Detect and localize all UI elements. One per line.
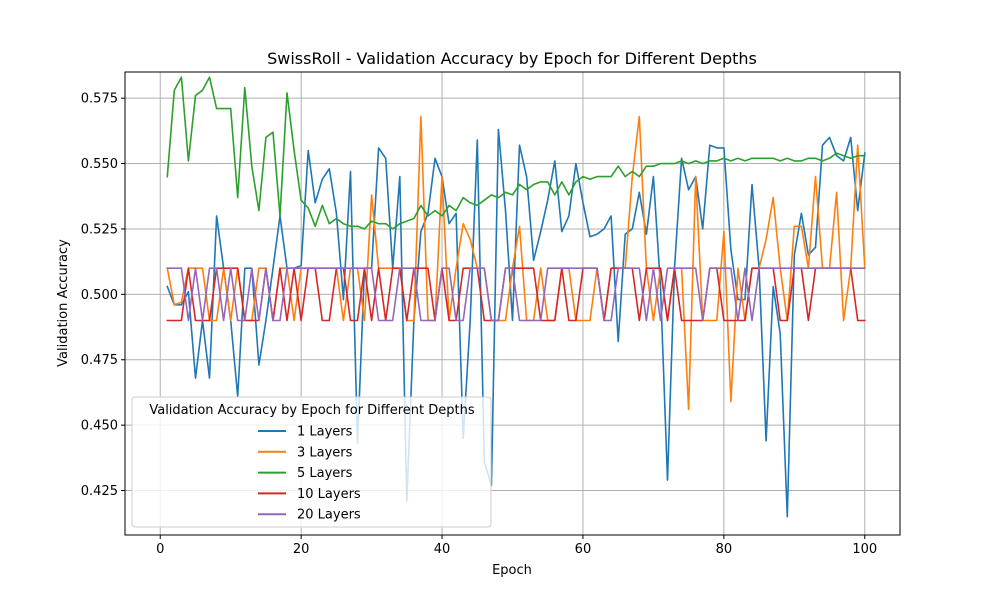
x-tick-label: 100 — [852, 542, 877, 557]
series-line-5-layers — [166, 76, 866, 230]
legend-entry-label: 3 Layers — [297, 445, 353, 460]
y-axis: 0.425 0.450 0.475 0.500 0.525 0.550 0.575 — [81, 92, 125, 499]
y-tick-label: 0.575 — [81, 92, 118, 107]
y-tick-label: 0.500 — [81, 288, 118, 303]
series-line-20-layers — [166, 267, 866, 322]
y-tick-label: 0.550 — [81, 157, 118, 172]
legend-box — [131, 396, 492, 528]
series-layer — [166, 76, 866, 518]
legend-entry-label: 1 Layers — [297, 425, 353, 440]
x-axis-label: Epoch — [492, 563, 532, 578]
x-tick-label: 20 — [293, 542, 310, 557]
x-tick-label: 60 — [575, 542, 592, 557]
x-tick-label: 40 — [434, 542, 451, 557]
y-tick-label: 0.425 — [81, 484, 118, 499]
y-tick-label: 0.525 — [81, 222, 118, 237]
x-axis: 0 20 40 60 80 100 — [156, 535, 877, 557]
y-axis-label: Validation Accuracy — [56, 239, 71, 367]
legend-items: 1 Layers 3 Layers 5 Layers 10 Layers 20 Laye… — [258, 425, 361, 523]
y-tick-label: 0.475 — [81, 353, 118, 368]
y-tick-label: 0.450 — [81, 419, 118, 434]
legend-entry-label: 5 Layers — [297, 466, 353, 481]
chart-title: SwissRoll - Validation Accuracy by Epoch… — [267, 49, 757, 68]
legend-entry-label: 20 Layers — [297, 508, 361, 523]
x-tick-label: 0 — [156, 542, 164, 557]
legend-entry-label: 10 Layers — [297, 487, 361, 502]
plot-frame — [124, 71, 901, 536]
series-line-1-layers — [166, 128, 866, 518]
legend-title: Validation Accuracy by Epoch for Differe… — [149, 403, 475, 418]
legend: Validation Accuracy by Epoch for Differe… — [131, 396, 492, 528]
x-tick-label: 80 — [716, 542, 733, 557]
